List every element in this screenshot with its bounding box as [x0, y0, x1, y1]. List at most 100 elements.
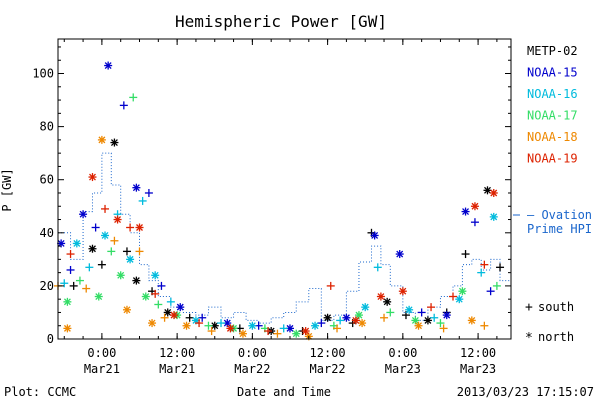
x-tick-date: Mar22: [310, 362, 346, 376]
data-point-south: [122, 247, 131, 256]
data-point-north: [405, 305, 414, 314]
data-point-north: [292, 329, 301, 338]
legend-entry: NOAA-19: [527, 152, 578, 166]
data-point-north: [483, 186, 492, 195]
data-point-north: [395, 250, 404, 259]
data-point-south: [110, 236, 119, 245]
x-tick-time: 0:00: [238, 346, 267, 360]
marker-legend-north-symbol: *: [525, 331, 533, 346]
data-point-north: [116, 271, 125, 280]
data-point-north: [370, 231, 379, 240]
data-point-south: [279, 324, 288, 333]
data-point-south: [66, 250, 75, 259]
data-point-south: [69, 281, 78, 290]
data-point-south: [477, 268, 486, 277]
data-point-north: [489, 212, 498, 221]
data-point-south: [439, 324, 448, 333]
x-tick-time: 12:00: [310, 346, 346, 360]
data-point-south: [207, 327, 216, 336]
data-point-south: [151, 289, 160, 298]
x-tick-time: 12:00: [460, 346, 496, 360]
data-point-south: [154, 300, 163, 309]
data-point-north: [358, 319, 367, 328]
data-point-north: [351, 316, 360, 325]
data-point-south: [217, 319, 226, 328]
data-point-south: [204, 321, 213, 330]
x-tick-date: Mar23: [460, 362, 496, 376]
data-point-north: [455, 295, 464, 304]
data-point-north: [489, 188, 498, 197]
data-point-north: [104, 61, 113, 70]
data-point-south: [198, 313, 207, 322]
data-point-north: [176, 303, 185, 312]
data-point-south: [166, 297, 175, 306]
data-point-north: [88, 173, 97, 182]
data-point-south: [461, 250, 470, 259]
data-point-south: [427, 303, 436, 312]
plot-frame: [57, 38, 512, 340]
data-point-south: [317, 319, 326, 328]
x-tick-date: Mar22: [234, 362, 270, 376]
data-point-south: [85, 263, 94, 272]
x-tick-time: 0:00: [87, 346, 116, 360]
data-point-south: [430, 313, 439, 322]
data-point-south: [386, 308, 395, 317]
data-point-north: [97, 135, 106, 144]
marker-legend-south-symbol: +: [525, 300, 533, 315]
data-point-north: [132, 276, 141, 285]
y-tick-label: 60: [40, 173, 54, 187]
x-tick-time: 12:00: [159, 346, 195, 360]
data-point-south: [91, 223, 100, 232]
data-point-south: [119, 101, 128, 110]
data-point-south: [160, 313, 169, 322]
marker-legend-north-label: north: [538, 330, 574, 344]
data-point-north: [248, 321, 257, 330]
data-point-north: [63, 324, 72, 333]
data-point-south: [336, 316, 345, 325]
data-point-south: [195, 319, 204, 328]
x-tick-date: Mar21: [84, 362, 120, 376]
data-point-south: [60, 279, 69, 288]
data-point-north: [301, 327, 310, 336]
data-point-south: [82, 284, 91, 293]
hpi-legend-line1: — Ovation: [527, 208, 592, 222]
data-point-south: [126, 223, 135, 232]
data-point-north: [182, 321, 191, 330]
data-point-south: [373, 263, 382, 272]
data-point-north: [79, 210, 88, 219]
data-point-north: [101, 231, 110, 240]
data-point-north: [135, 223, 144, 232]
x-tick-time: 0:00: [388, 346, 417, 360]
data-point-south: [144, 188, 153, 197]
data-point-south: [417, 308, 426, 317]
data-point-north: [414, 321, 423, 330]
y-tick-label: 40: [40, 226, 54, 240]
data-point-south: [107, 247, 116, 256]
data-point-north: [342, 313, 351, 322]
data-point-south: [380, 313, 389, 322]
data-point-south: [449, 292, 458, 301]
data-point-south: [97, 260, 106, 269]
data-point-north: [126, 255, 135, 264]
data-point-north: [72, 239, 81, 248]
data-point-south: [436, 319, 445, 328]
data-point-south: [496, 263, 505, 272]
data-point-north: [383, 297, 392, 306]
data-point-north: [110, 138, 119, 147]
data-point-south: [486, 287, 495, 296]
data-point-north: [442, 311, 451, 320]
y-tick-label: 20: [40, 279, 54, 293]
data-point-north: [63, 297, 72, 306]
data-point-north: [141, 292, 150, 301]
data-point-south: [273, 329, 282, 338]
data-point-north: [94, 292, 103, 301]
data-point-north: [423, 316, 432, 325]
data-point-south: [264, 327, 273, 336]
series-legend: METP-02 NOAA-15 NOAA-16 NOAA-17 NOAA-18 NOAA-…: [527, 44, 578, 166]
data-point-north: [148, 319, 157, 328]
data-point-north: [113, 215, 122, 224]
data-point-north: [311, 321, 320, 330]
data-point-south: [101, 204, 110, 213]
data-point-north: [323, 313, 332, 322]
